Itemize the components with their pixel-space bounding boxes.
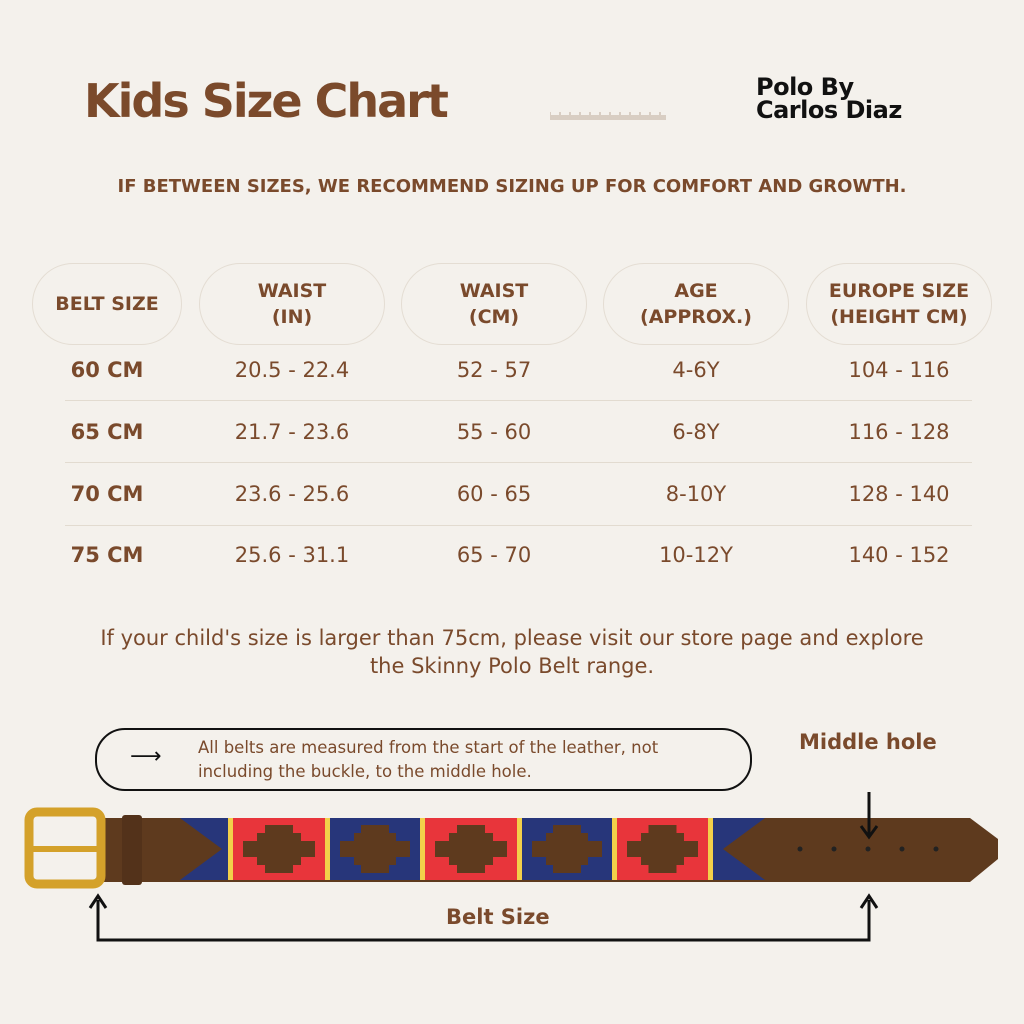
belt-loop (122, 815, 142, 885)
belt-chevron (180, 818, 222, 880)
recommendation-text: IF BETWEEN SIZES, WE RECOMMEND SIZING UP… (117, 176, 907, 197)
store-note: If your child's size is larger than 75cm… (0, 624, 1024, 680)
belt-stripe (420, 818, 425, 880)
column-header: AGE (APPROX.) (603, 263, 789, 345)
table-cell: 20.5 - 22.4 (234, 358, 350, 382)
table-cell: 10-12Y (659, 543, 733, 567)
column-header: BELT SIZE (32, 263, 182, 345)
belt-stripe (325, 818, 330, 880)
table-cell: 60 CM (70, 358, 144, 382)
table-cell: 140 - 152 (848, 543, 950, 567)
belt-hole (865, 846, 871, 852)
table-cell: 52 - 57 (456, 358, 532, 382)
belt (24, 807, 998, 889)
belt-size-bracket (88, 893, 879, 942)
belt-stripe (228, 818, 233, 880)
table-cell: 104 - 116 (848, 358, 950, 382)
belt-diamond (340, 825, 410, 873)
store-note-line-2: the Skinny Polo Belt range. (369, 654, 655, 678)
belt-hole (933, 846, 939, 852)
table-cell: 128 - 140 (848, 482, 950, 506)
row-divider (65, 462, 972, 463)
table-cell: 21.7 - 23.6 (234, 420, 350, 444)
brand-logo: Polo By Carlos Diaz (756, 73, 902, 124)
buckle-prong (25, 846, 103, 852)
measure-note-box (95, 728, 752, 791)
row-divider (65, 525, 972, 526)
table-cell: 8-10Y (665, 482, 727, 506)
measure-note-text: All belts are measured from the start of… (198, 736, 658, 784)
table-cell: 25.6 - 31.1 (234, 543, 350, 567)
table-cell: 23.6 - 25.6 (234, 482, 350, 506)
table-cell: 65 CM (70, 420, 144, 444)
belt-hole (831, 846, 837, 852)
belt-diamond (627, 825, 698, 873)
table-cell: 60 - 65 (456, 482, 532, 506)
arrow-right-icon: ⟶ (130, 744, 162, 769)
belt-hole (797, 846, 803, 852)
belt-diamond (435, 825, 507, 873)
table-cell: 70 CM (70, 482, 144, 506)
table-cell: 6-8Y (672, 420, 720, 444)
table-cell: 4-6Y (672, 358, 720, 382)
table-cell: 75 CM (70, 543, 144, 567)
middle-hole-arrow (859, 792, 879, 840)
column-header: EUROPE SIZE (HEIGHT CM) (806, 263, 992, 345)
belt-illustration (24, 792, 998, 942)
table-cell: 65 - 70 (456, 543, 532, 567)
store-note-line-1: If your child's size is larger than 75cm… (100, 626, 924, 650)
belt-chevron (723, 818, 765, 880)
column-header: WAIST (CM) (401, 263, 587, 345)
ruler-icon (550, 112, 666, 120)
belt-stripe (517, 818, 522, 880)
measure-note-line-2: including the buckle, to the middle hole… (198, 762, 532, 781)
brand-line-2: Carlos Diaz (756, 96, 902, 124)
column-header: WAIST (IN) (199, 263, 385, 345)
table-cell: 116 - 128 (848, 420, 950, 444)
belt-stripe (612, 818, 617, 880)
belt-stripe (708, 818, 713, 880)
middle-hole-label: Middle hole (799, 730, 937, 754)
page-title: Kids Size Chart (84, 74, 449, 128)
belt-diamond (532, 825, 602, 873)
row-divider (65, 400, 972, 401)
table-cell: 55 - 60 (456, 420, 532, 444)
belt-diamond (243, 825, 315, 873)
brand-line-1: Polo By (756, 73, 854, 101)
measure-note-line-1: All belts are measured from the start of… (198, 738, 659, 757)
arrows (88, 792, 879, 942)
belt-size-label: Belt Size (446, 905, 550, 929)
belt-hole (899, 846, 905, 852)
